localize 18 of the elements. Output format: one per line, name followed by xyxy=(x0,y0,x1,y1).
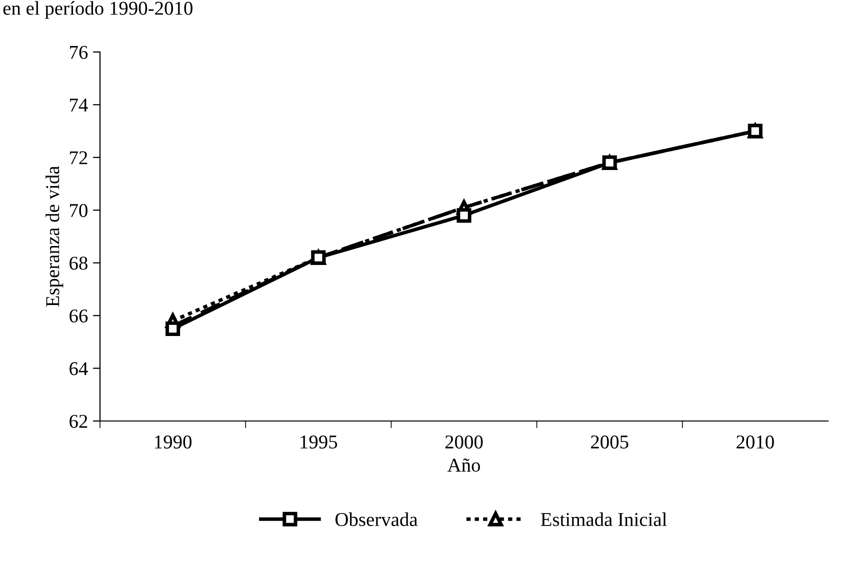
y-tick-label: 66 xyxy=(70,309,88,323)
y-tick-label: 70 xyxy=(70,204,88,218)
x-axis-title: Año xyxy=(447,458,480,472)
y-tick-label: 76 xyxy=(70,46,88,59)
y-tick-label: 72 xyxy=(70,151,88,164)
y-tick-label: 68 xyxy=(70,256,88,270)
y-tick-label: 64 xyxy=(70,362,88,376)
legend-label: Observada xyxy=(335,512,418,526)
x-tick-label: 1990 xyxy=(155,435,192,449)
chart-title: en el período 1990-2010 xyxy=(3,1,192,19)
legend-label: Estimada Inicial xyxy=(540,512,667,526)
x-tick-label: 2010 xyxy=(736,435,774,449)
x-tick-label: 2005 xyxy=(591,435,628,449)
y-axis-title: Esperanza de vida xyxy=(46,166,64,307)
y-tick-label: 62 xyxy=(70,414,88,428)
x-tick-label: 2000 xyxy=(445,435,483,449)
y-tick-label: 74 xyxy=(70,98,88,112)
x-tick-label: 1995 xyxy=(300,436,338,449)
